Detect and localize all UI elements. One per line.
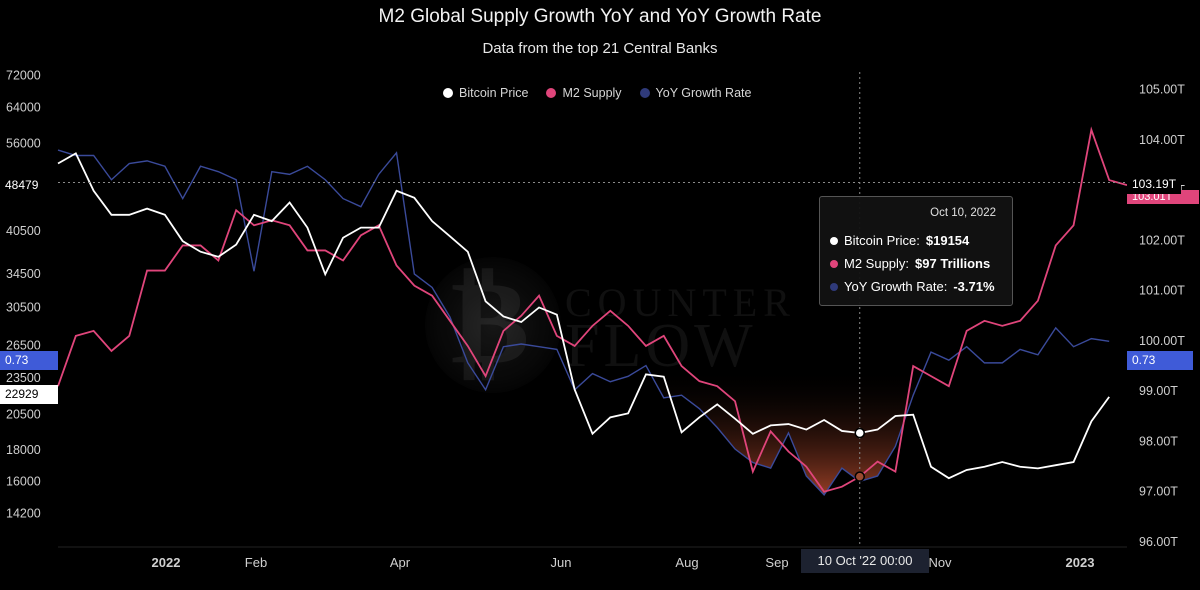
tooltip-row-yoy: YoY Growth Rate: -3.71% xyxy=(830,279,995,294)
left-axis: 72000 64000 56000 40500 34500 30500 26500 23500… xyxy=(6,69,41,521)
right-tick-label: 96.00T xyxy=(1139,535,1178,549)
right-tick-label: 101.00T xyxy=(1139,284,1185,298)
tooltip: Oct 10, 2022 Bitcoin Price: $19154 M2 Su… xyxy=(819,196,1013,306)
tooltip-btc-label: Bitcoin Price: xyxy=(844,233,920,248)
right-tag-m2-crosshair: 103.19T xyxy=(1127,175,1182,194)
yoy-dot-icon xyxy=(639,88,650,98)
tooltip-yoy-label: YoY Growth Rate: xyxy=(844,279,948,294)
left-tag-btc-current: 22929 xyxy=(0,385,58,404)
x-tick-label: 2022 xyxy=(152,555,181,570)
series-line-m2 xyxy=(57,126,1128,493)
tooltip-m2-label: M2 Supply: xyxy=(844,256,910,271)
tooltip-btc-value: $19154 xyxy=(925,233,970,248)
left-tag-btc-crosshair: 48479 xyxy=(0,176,44,195)
series-lines-layer xyxy=(57,126,1128,496)
marker-bitcoin xyxy=(854,427,865,439)
right-tick-label: 97.00T xyxy=(1139,485,1178,499)
x-tick-label: Jun xyxy=(551,555,572,570)
series-line-yoy xyxy=(57,149,1110,496)
yoy-area-negative xyxy=(58,368,1110,495)
legend-label-m2: M2 Supply xyxy=(562,86,622,100)
legend-item-m2[interactable]: M2 Supply xyxy=(546,86,622,100)
x-tick-label: Apr xyxy=(390,555,411,570)
right-tick-label: 102.00T xyxy=(1139,233,1185,247)
x-axis: 2022 Feb Apr Jun Aug Sep Nov 2023 xyxy=(58,546,1127,570)
tooltip-row-bitcoin: Bitcoin Price: $19154 xyxy=(830,233,969,248)
x-tick-label: Nov xyxy=(928,555,952,570)
x-tick-label: Aug xyxy=(675,555,698,570)
x-tick-label: Sep xyxy=(765,555,788,570)
left-tick-label: 23500 xyxy=(6,371,41,385)
legend-item-bitcoin[interactable]: Bitcoin Price xyxy=(443,86,528,100)
tooltip-yoy-value: -3.71% xyxy=(953,279,995,294)
left-tick-label: 72000 xyxy=(6,69,41,83)
left-tick-label: 26500 xyxy=(6,338,41,352)
left-tick-label: 34500 xyxy=(6,267,41,281)
legend-label-yoy: YoY Growth Rate xyxy=(655,86,752,100)
right-tag-yoy: 0.73 xyxy=(1127,351,1193,370)
right-axis: 105.00T104.00T103.00T102.00T101.00T100.0… xyxy=(1139,83,1185,549)
left-tick-label: 30500 xyxy=(6,300,41,314)
yoy-area-positive xyxy=(58,150,1110,369)
legend-label-bitcoin: Bitcoin Price xyxy=(459,86,529,100)
left-tick-label: 56000 xyxy=(6,137,41,151)
tooltip-m2-value: $97 Trillions xyxy=(915,256,991,271)
m2-dot-icon xyxy=(546,88,557,98)
right-tick-label: 104.00T xyxy=(1139,133,1185,147)
tooltip-row-m2: M2 Supply: $97 Trillions xyxy=(830,256,990,271)
left-tick-label: 40500 xyxy=(6,224,41,238)
crosshair-markers xyxy=(854,427,865,482)
legend-item-yoy[interactable]: YoY Growth Rate xyxy=(639,86,752,100)
bitcoin-dot-icon xyxy=(443,88,453,98)
legend: Bitcoin Price M2 Supply YoY Growth Rate xyxy=(443,86,751,100)
left-tick-label: 14200 xyxy=(6,507,41,521)
chart-subtitle: Data from the top 21 Central Banks xyxy=(482,40,718,57)
crosshair xyxy=(58,72,1127,546)
tooltip-date: Oct 10, 2022 xyxy=(930,207,996,219)
marker-m2 xyxy=(854,471,865,482)
right-tick-label: 105.00T xyxy=(1139,83,1185,97)
left-tick-label: 16000 xyxy=(6,475,41,489)
crosshair-date-badge: 10 Oct '22 00:00 xyxy=(801,549,929,573)
bitcoin-dot-icon xyxy=(830,236,838,245)
right-tick-label: 100.00T xyxy=(1139,334,1185,348)
chart-title: M2 Global Supply Growth YoY and YoY Grow… xyxy=(378,6,822,27)
left-tick-label: 20500 xyxy=(6,408,41,422)
right-tick-label: 98.00T xyxy=(1139,434,1178,448)
right-tick-label: 99.00T xyxy=(1139,384,1178,398)
left-tick-label: 18000 xyxy=(6,443,41,457)
left-tag-yoy: 0.73 xyxy=(0,351,58,370)
left-tick-label: 64000 xyxy=(6,101,41,115)
yoy-area-layer xyxy=(58,150,1110,495)
series-line-bitcoin xyxy=(57,152,1110,480)
x-tick-label: Feb xyxy=(245,555,267,570)
x-tick-label: 2023 xyxy=(1066,555,1095,570)
yoy-dot-icon xyxy=(830,282,838,291)
m2-dot-icon xyxy=(830,259,838,268)
